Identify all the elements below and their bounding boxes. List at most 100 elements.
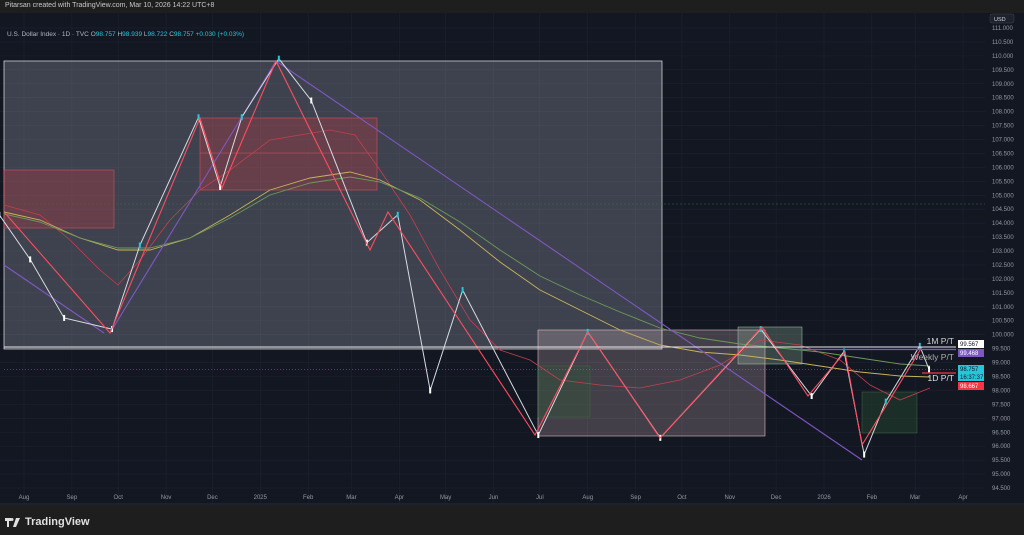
time-axis-ticks: Aug Sep Oct Nov Dec 2025 Feb Mar Apr May Jun Jul Aug… (19, 495, 968, 501)
y-tick-label: 103.500 (992, 235, 1014, 241)
monthly-price-badge: 99.567 (960, 342, 979, 348)
y-tick-label: 106.000 (992, 165, 1014, 171)
y-tick-label: 109.000 (992, 82, 1014, 88)
y-tick-label: 108.000 (992, 110, 1014, 116)
x-tick-label: 2026 (817, 495, 831, 501)
y-tick-label: 105.500 (992, 179, 1014, 185)
y-tick-label: 98.000 (992, 388, 1011, 394)
daily-price-badge: 98.667 (960, 384, 979, 390)
x-tick-label: Aug (19, 495, 30, 501)
x-tick-label: Mar (910, 495, 920, 501)
supply-box-top (199, 117, 378, 191)
moving-average-yellow (3, 171, 931, 378)
daily-level-label: 1D P/T (928, 373, 954, 383)
chart-area[interactable]: 1M P/T Weekly P/T 1D P/T 111.000 110.500 1… (0, 13, 1024, 505)
y-tick-label: 104.500 (992, 207, 1014, 213)
range-box-large (3, 60, 663, 350)
trendline-down-major (275, 60, 863, 461)
x-tick-label: Dec (207, 495, 218, 501)
y-tick-label: 102.500 (992, 263, 1014, 269)
price-points (0, 55, 931, 458)
price-point (396, 211, 399, 218)
weekly-price-badge: 99.468 (960, 351, 979, 357)
moving-average-red (3, 129, 931, 401)
zigzag-pattern (4, 59, 923, 447)
chart-credit: Pitarsan created with TradingView.com, M… (5, 2, 215, 9)
price-point (863, 451, 866, 458)
footer-brand[interactable]: TradingView (5, 516, 90, 528)
currency-button[interactable] (989, 13, 1015, 24)
y-tick-label: 103.000 (992, 249, 1014, 255)
high-value: 98.939 (122, 31, 143, 38)
y-tick-label: 109.500 (992, 68, 1014, 74)
y-tick-label: 108.500 (992, 96, 1014, 102)
y-tick-label: 96.500 (992, 430, 1011, 436)
range-box-mid (537, 329, 766, 437)
tradingview-logo-icon (5, 517, 20, 527)
x-tick-label: Feb (867, 495, 878, 501)
open-value: 98.757 (95, 31, 116, 38)
price-point (63, 314, 66, 321)
y-tick-label: 105.000 (992, 193, 1014, 199)
x-tick-label: 2025 (254, 495, 268, 501)
price-point (138, 242, 141, 249)
x-tick-label: Jul (536, 495, 544, 501)
moving-average-green (3, 176, 931, 367)
price-chart[interactable]: 1M P/T Weekly P/T 1D P/T 111.000 110.500 1… (0, 13, 1024, 505)
y-tick-label: 97.000 (992, 416, 1011, 422)
x-tick-label: Dec (771, 495, 782, 501)
price-point (537, 432, 540, 439)
x-tick-label: Nov (724, 495, 735, 501)
x-tick-label: Nov (161, 495, 172, 501)
y-tick-label: 96.000 (992, 444, 1011, 450)
x-tick-label: Feb (303, 495, 314, 501)
low-value: 98.722 (147, 31, 168, 38)
x-tick-label: Mar (346, 495, 356, 501)
price-axis-ticks: 111.000 110.500 110.000 109.500 109.000 108.5… (992, 26, 1014, 492)
monthly-level-label: 1M P/T (927, 336, 954, 346)
x-tick-label: Sep (67, 495, 78, 501)
y-tick-label: 95.500 (992, 458, 1011, 464)
x-tick-label: Oct (677, 495, 687, 501)
y-tick-label: 106.500 (992, 151, 1014, 157)
price-point (29, 256, 32, 263)
y-tick-label: 111.000 (992, 26, 1013, 32)
grid (0, 13, 985, 504)
x-tick-label: Oct (114, 495, 124, 501)
y-tick-label: 101.000 (992, 305, 1014, 311)
y-tick-label: 99.500 (992, 347, 1011, 353)
symbol-name: U.S. Dollar Index · 1D · TVC (7, 31, 89, 38)
y-tick-label: 104.000 (992, 221, 1014, 227)
trendline-channel-lower (3, 264, 105, 334)
y-tick-label: 107.500 (992, 124, 1014, 130)
price-axis (985, 13, 1024, 505)
price-point (810, 393, 813, 400)
price-point (884, 398, 887, 405)
y-tick-label: 100.500 (992, 319, 1014, 325)
price-point (843, 348, 846, 355)
currency-label: USD (994, 17, 1006, 23)
close-value: 98.757 (173, 31, 194, 38)
y-tick-label: 107.000 (992, 138, 1014, 144)
change-value: +0.030 (+0.03%) (195, 31, 245, 38)
y-tick-label: 100.000 (992, 333, 1014, 339)
x-tick-label: Jun (489, 495, 499, 501)
x-tick-label: Aug (582, 495, 593, 501)
x-tick-label: Apr (395, 495, 404, 501)
brand-name: TradingView (25, 516, 90, 528)
price-point (197, 114, 200, 121)
y-tick-label: 102.000 (992, 277, 1014, 283)
last-price-badge: 98.757 (960, 367, 979, 373)
y-tick-label: 98.500 (992, 375, 1011, 381)
y-tick-label: 110.500 (992, 40, 1014, 46)
drawings: 1M P/T Weekly P/T 1D P/T (0, 55, 985, 461)
y-tick-label: 99.000 (992, 361, 1011, 367)
price-point (310, 97, 313, 104)
x-tick-label: Apr (958, 495, 967, 501)
symbol-legend[interactable]: U.S. Dollar Index · 1D · TVC O98.757 H98… (7, 31, 245, 38)
x-tick-label: May (440, 495, 451, 501)
y-tick-label: 94.500 (992, 486, 1011, 492)
price-point (429, 387, 432, 394)
price-point (277, 55, 280, 62)
price-series (0, 57, 930, 457)
